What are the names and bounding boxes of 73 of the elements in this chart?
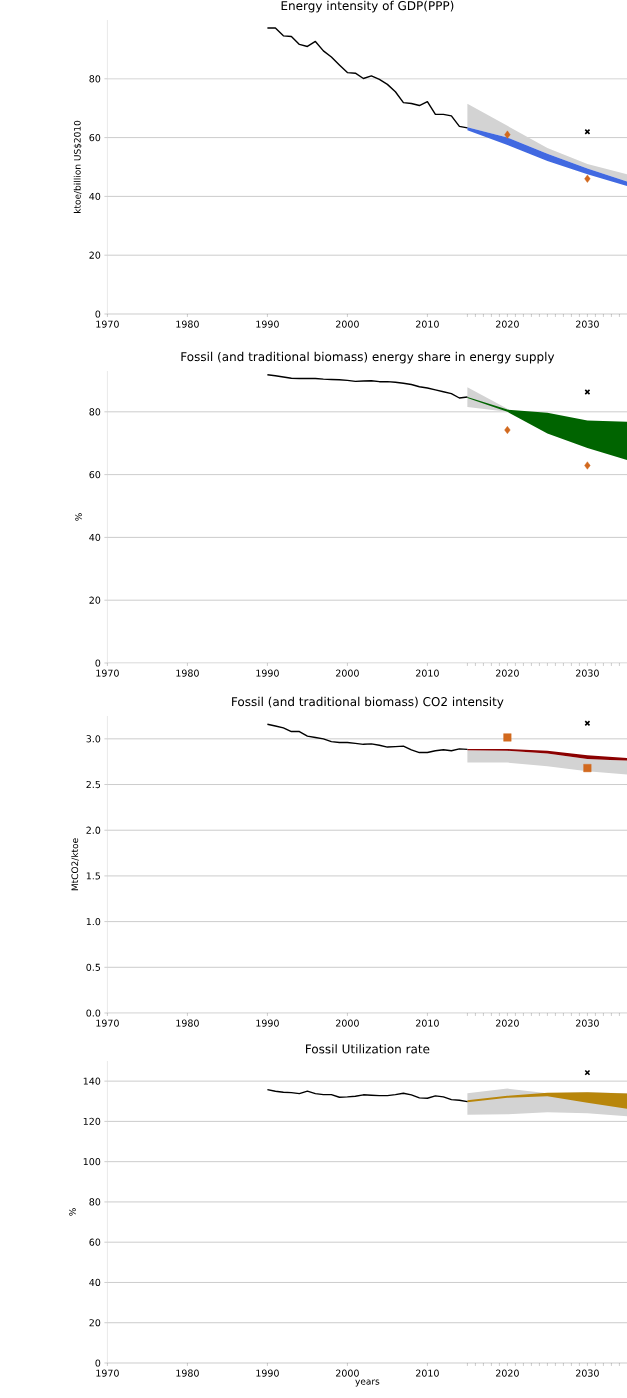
x-tick-label: 1970 xyxy=(96,669,119,677)
x-tick-label: 1990 xyxy=(256,320,279,328)
x-tick-label: 2000 xyxy=(335,1019,359,1027)
y-axis-title: % xyxy=(68,1208,76,1216)
x-tick-label: 2030 xyxy=(575,1369,599,1377)
y-tick-label: 0.0 xyxy=(86,1009,101,1017)
point xyxy=(584,174,591,183)
y-tick-label: 3.0 xyxy=(86,735,101,743)
x-tick-label: 2030 xyxy=(575,320,599,328)
x-tick-label: 2010 xyxy=(415,1369,439,1377)
x-tick-label: 2030 xyxy=(575,669,599,677)
x-tick-label: 2010 xyxy=(415,669,439,677)
x-tick-label: 1980 xyxy=(176,669,199,677)
y-tick-label: 40 xyxy=(89,1278,101,1287)
y-tick-label: 20 xyxy=(89,251,101,259)
x-tick-label: 2000 xyxy=(335,320,359,328)
y-tick-label: 20 xyxy=(89,1319,101,1327)
x-tick-label: 2010 xyxy=(415,1019,439,1027)
y-tick-label: 80 xyxy=(89,75,101,83)
point xyxy=(584,720,591,727)
x-axis-title: years xyxy=(355,1379,380,1387)
x-tick-label: 2000 xyxy=(335,669,359,677)
x-tick-label: 1980 xyxy=(176,1369,199,1377)
x-tick-label: 1970 xyxy=(96,1369,119,1377)
x-tick-label: 1990 xyxy=(256,669,279,677)
point xyxy=(504,426,511,435)
chart-title: Fossil Utilization rate xyxy=(305,1044,430,1054)
point xyxy=(503,733,512,742)
y-axis-title: ktoe/billion US$2010 xyxy=(73,120,82,213)
x-tick-label: 2000 xyxy=(335,1369,359,1377)
x-tick-label: 2020 xyxy=(495,1369,519,1377)
x-tick-label: 2010 xyxy=(415,320,439,328)
point xyxy=(584,128,591,135)
y-tick-label: 0.5 xyxy=(86,963,100,971)
y-tick-label: 0 xyxy=(95,310,101,318)
y-tick-label: 40 xyxy=(89,192,101,200)
x-tick-label: 1990 xyxy=(256,1019,279,1027)
line-series xyxy=(266,1088,468,1103)
y-tick-label: 80 xyxy=(89,408,101,416)
chart-title: Fossil (and traditional biomass) CO2 intensity xyxy=(231,696,504,709)
y-tick-label: 80 xyxy=(89,1198,101,1206)
x-tick-label: 1980 xyxy=(176,1019,199,1027)
y-tick-label: 60 xyxy=(89,1238,101,1246)
x-tick-label: 2030 xyxy=(575,1019,599,1027)
y-tick-label: 20 xyxy=(89,596,101,604)
chart-title: Fossil (and traditional biomass) energy share in energy supply xyxy=(181,351,555,364)
y-tick-label: 0 xyxy=(95,1359,101,1367)
y-tick-label: 60 xyxy=(89,133,101,142)
x-tick-label: 2020 xyxy=(495,320,519,328)
y-tick-label: 100 xyxy=(83,1158,101,1166)
x-tick-label: 1990 xyxy=(256,1369,279,1377)
y-tick-label: 140 xyxy=(83,1077,101,1085)
y-tick-label: 1.5 xyxy=(86,872,100,880)
y-tick-label: 1.0 xyxy=(86,918,101,926)
y-tick-label: 2.5 xyxy=(86,780,100,789)
y-axis-title: MtCO2/ktoe xyxy=(71,838,79,891)
line-series xyxy=(266,723,468,754)
y-tick-label: 40 xyxy=(89,533,101,542)
y-axis-title: % xyxy=(74,513,82,521)
x-tick-label: 1970 xyxy=(96,1019,119,1027)
line-series xyxy=(266,27,468,129)
point xyxy=(583,764,592,773)
x-tick-label: 1970 xyxy=(96,320,119,328)
y-tick-label: 2.0 xyxy=(86,826,101,834)
y-tick-label: 120 xyxy=(83,1117,101,1125)
x-tick-label: 2020 xyxy=(495,1019,519,1027)
point xyxy=(584,461,591,470)
y-tick-label: 60 xyxy=(89,471,101,479)
point xyxy=(504,130,511,139)
chart-title: Energy intensity of GDP(PPP) xyxy=(281,0,454,13)
x-tick-label: 2020 xyxy=(495,669,519,677)
y-tick-label: 0 xyxy=(95,659,101,667)
x-tick-label: 1980 xyxy=(176,320,199,328)
